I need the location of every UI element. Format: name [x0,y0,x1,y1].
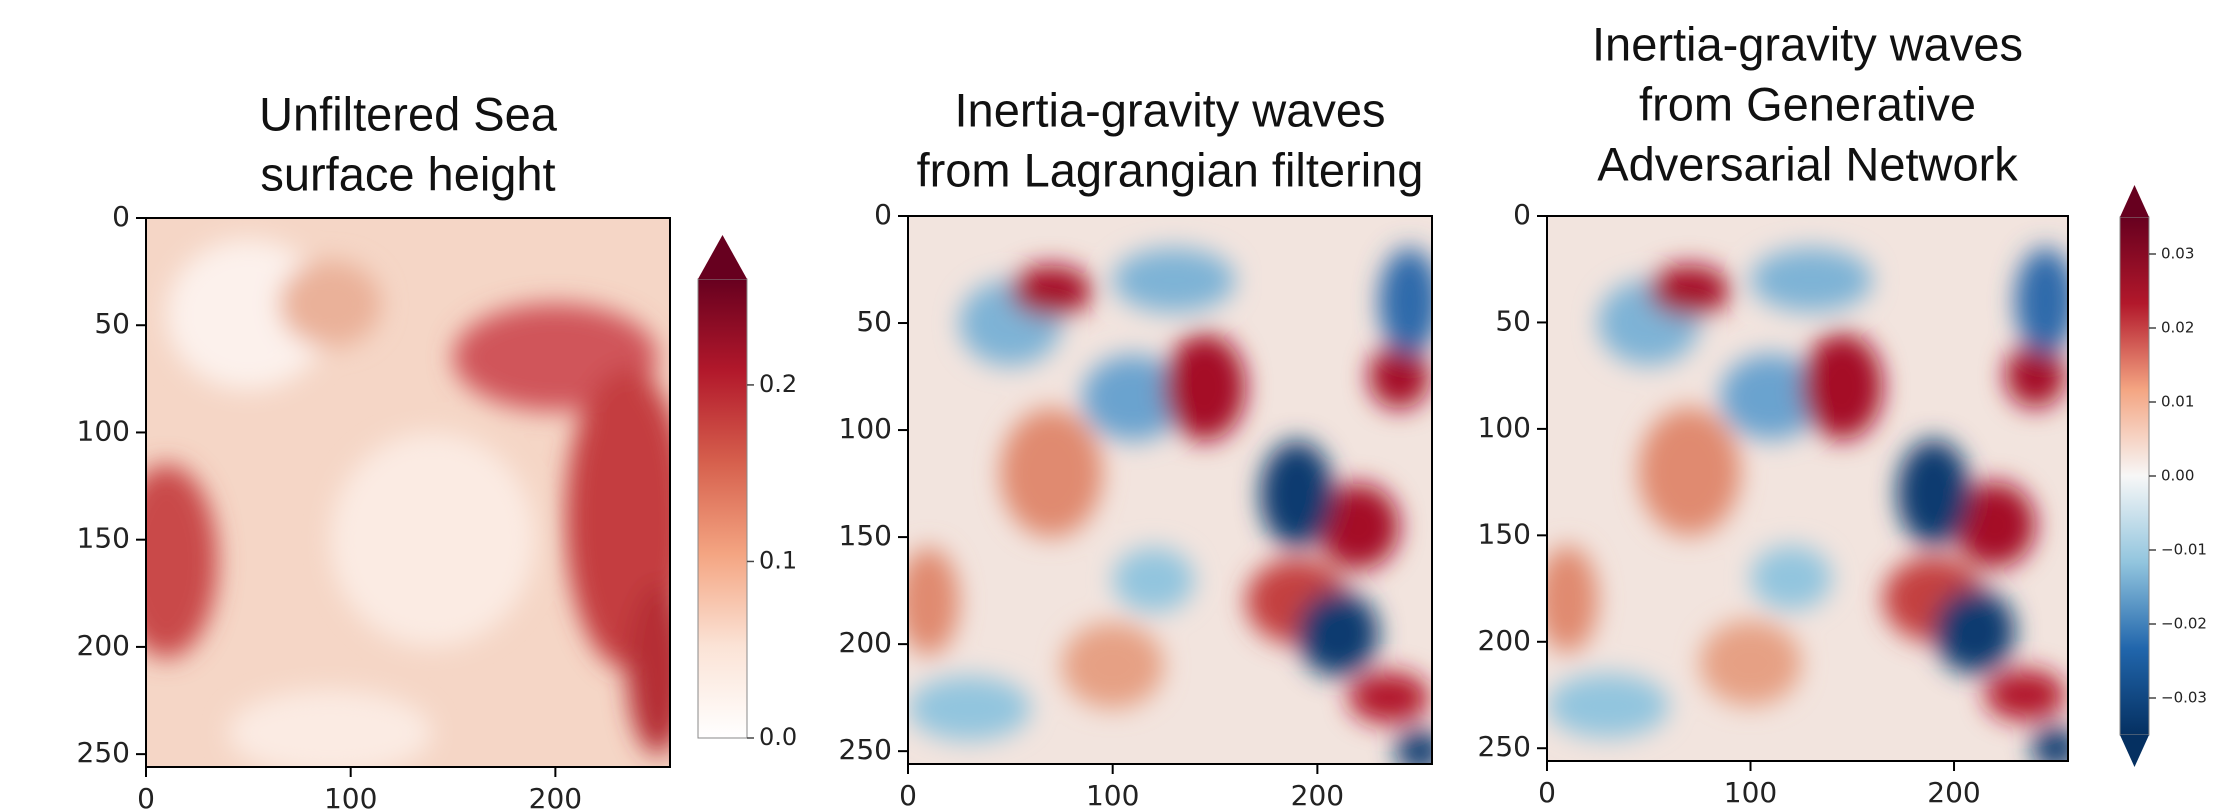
y-tick-label: 0 [874,198,892,231]
colorbar-tick-label: −0.03 [2161,689,2207,707]
colorbar-tick-label: 0.01 [2161,393,2194,411]
panel-title: Unfiltered Sea [259,87,558,140]
y-tick-label: 200 [839,626,892,659]
y-tick-label: 0 [1513,198,1531,231]
y-tick-label: 50 [1495,304,1531,337]
panel-title: Inertia-gravity waves [1592,17,2023,70]
colorbar [697,278,748,739]
colorbar-tick-label: 0.1 [759,546,797,574]
y-tick-label: 250 [1478,730,1531,763]
heatmap-field [115,218,688,776]
colorbar-tick-label: 0.0 [759,723,797,751]
plot-frame [145,217,671,768]
y-tick-label: 200 [77,629,130,662]
y-tick-label: 150 [77,522,130,555]
y-tick-label: 100 [77,414,130,447]
panel-title: from Lagrangian filtering [917,143,1424,196]
y-tick-label: 100 [1478,411,1531,444]
y-tick-label: 250 [839,733,892,766]
y-tick-label: 50 [856,305,892,338]
x-tick-label: 200 [1291,779,1344,810]
plot-frame [1546,215,2069,762]
x-tick-label: 100 [1086,779,1139,810]
x-tick-label: 0 [1538,776,1556,809]
heatmap-field [898,216,1445,773]
y-tick-label: 50 [94,307,130,340]
colorbar-tick-label: −0.01 [2161,541,2207,559]
colorbar-extend [2120,735,2149,767]
colorbar-tick-label: 0.02 [2161,319,2194,337]
y-tick-label: 200 [1478,624,1531,657]
x-tick-label: 100 [324,782,377,810]
colorbar-extend [2120,185,2149,217]
panel-title: from Generative [1639,77,1976,130]
y-tick-label: 0 [112,200,130,233]
colorbar [2119,216,2150,736]
x-tick-label: 0 [137,782,155,810]
x-tick-label: 100 [1724,776,1777,809]
x-tick-label: 200 [529,782,582,810]
panel-title: Adversarial Network [1597,137,2018,190]
y-tick-label: 250 [77,736,130,769]
heatmap-field [1537,216,2080,770]
panel-title: surface height [260,147,555,200]
y-tick-label: 100 [839,412,892,445]
plot-frame [907,215,1433,765]
colorbar-tick-label: 0.03 [2161,245,2194,263]
y-tick-label: 150 [1478,517,1531,550]
colorbar-extend [698,235,747,279]
colorbar-tick-label: 0.2 [759,370,797,398]
y-tick-label: 150 [839,519,892,552]
colorbar-tick-label: −0.02 [2161,615,2207,633]
panel-title: Inertia-gravity waves [955,83,1386,136]
x-tick-label: 0 [899,779,917,810]
x-tick-label: 200 [1927,776,1980,809]
colorbar-tick-label: 0.00 [2161,467,2194,485]
